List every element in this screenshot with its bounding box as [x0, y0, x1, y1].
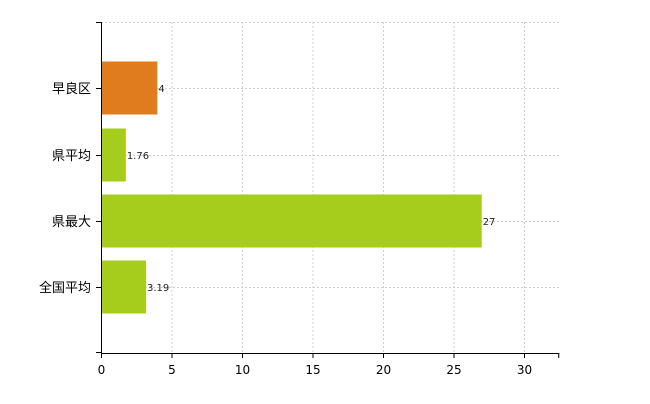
x-tick-label-0: 0 — [98, 363, 106, 377]
x-tick-label-20: 20 — [376, 363, 391, 377]
bar-3 — [102, 194, 482, 248]
data-label-1: 4 — [158, 84, 164, 95]
category-label-3: 県最大 — [52, 215, 91, 230]
gridlines — [101, 22, 560, 353]
bar-1 — [102, 61, 158, 115]
x-tick-label-10: 10 — [235, 363, 250, 377]
category-label-4: 全国平均 — [39, 280, 91, 296]
bar-2 — [102, 128, 126, 182]
category-label-1: 早良区 — [52, 81, 91, 97]
x-tick-label-5: 5 — [168, 363, 176, 377]
x-tick-label-15: 15 — [305, 363, 320, 377]
category-label-2: 県平均 — [52, 149, 91, 164]
axes — [96, 22, 560, 358]
bar-4 — [102, 260, 146, 314]
bars — [102, 61, 482, 314]
data-label-2: 1.76 — [127, 151, 149, 162]
labels: 4 早良区 1.76 県平均 27 県最大 3.19 全国平均 0 5 10 15 20 25 30 — [39, 81, 532, 377]
x-tick-label-25: 25 — [446, 363, 461, 377]
data-label-3: 27 — [483, 217, 496, 228]
data-label-4: 3.19 — [147, 283, 169, 294]
x-tick-label-30: 30 — [517, 363, 532, 377]
